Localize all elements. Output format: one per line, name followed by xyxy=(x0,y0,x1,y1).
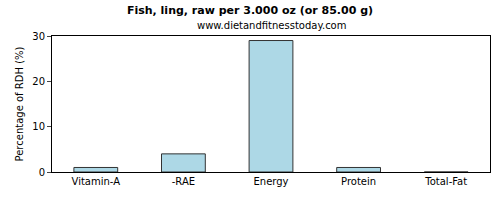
svg-text:20: 20 xyxy=(32,76,45,87)
svg-text:www.dietandfitnesstoday.com: www.dietandfitnesstoday.com xyxy=(197,20,346,31)
svg-text:Protein: Protein xyxy=(341,176,376,187)
svg-text:Percentage of RDH (%): Percentage of RDH (%) xyxy=(14,46,25,161)
svg-text:0: 0 xyxy=(39,167,45,178)
svg-text:10: 10 xyxy=(32,121,45,132)
svg-text:Total-Fat: Total-Fat xyxy=(424,176,467,187)
svg-text:Fish, ling, raw per 3.000 oz (: Fish, ling, raw per 3.000 oz (or 85.00 g… xyxy=(127,4,373,17)
svg-text:-RAE: -RAE xyxy=(172,176,195,187)
svg-text:30: 30 xyxy=(32,31,45,42)
svg-text:Energy: Energy xyxy=(253,176,288,187)
svg-text:Vitamin-A: Vitamin-A xyxy=(72,176,121,187)
